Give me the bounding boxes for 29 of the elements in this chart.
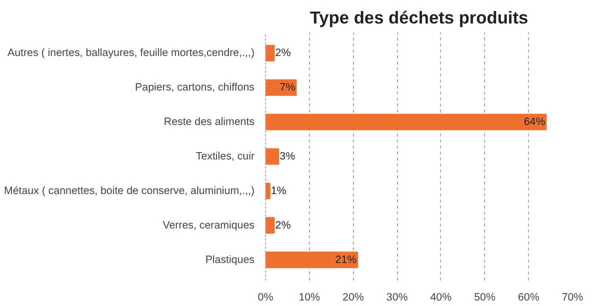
bar xyxy=(266,252,358,268)
y-tick-label: Textiles, cuir xyxy=(196,150,255,162)
data-label: 2% xyxy=(275,219,292,232)
bar xyxy=(266,217,275,234)
bar xyxy=(266,182,270,200)
y-tick-label: Papiers, cartons, chiffons xyxy=(135,82,254,94)
y-tick-label: Reste des aliments xyxy=(164,116,255,128)
data-label: 64% xyxy=(524,116,546,128)
x-tick-label: 30% xyxy=(386,292,408,304)
chart-title: Type des déchets produits xyxy=(310,8,528,28)
x-tick-label: 0% xyxy=(258,292,274,304)
y-tick-label: Verres, ceramiques xyxy=(162,219,255,232)
x-tick-label: 50% xyxy=(474,292,496,304)
y-tick-label: Plastiques xyxy=(205,254,255,266)
y-tick-label: Métaux ( cannettes, boite de conserve, aluminium,.,,) xyxy=(4,184,255,197)
bar xyxy=(266,44,275,62)
x-tick-label: 10% xyxy=(298,292,321,304)
data-label: 7% xyxy=(280,82,296,94)
bar xyxy=(266,114,547,130)
data-label: 21% xyxy=(335,254,358,266)
x-tick-label: 40% xyxy=(430,292,452,304)
data-label: 1% xyxy=(270,184,287,197)
x-tick-label: 20% xyxy=(342,292,364,304)
data-label: 2% xyxy=(275,47,292,60)
data-label: 3% xyxy=(280,150,296,162)
bar xyxy=(266,148,280,165)
x-tick-label: 70% xyxy=(562,292,584,304)
y-tick-label: Autres ( inertes, ballayures, feuille mortes,cendre,.,,) xyxy=(8,47,255,60)
x-tick-label: 60% xyxy=(518,292,540,304)
